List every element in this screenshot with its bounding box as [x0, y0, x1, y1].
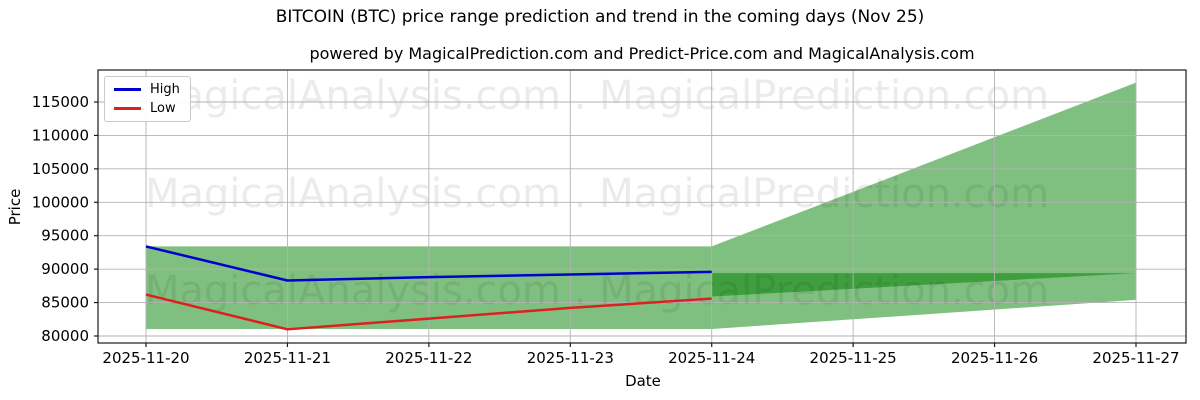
legend-label: High	[150, 82, 180, 97]
watermark-text: MagicalAnalysis.com . MagicalPrediction.…	[145, 171, 1049, 217]
x-tick-label: 2025-11-21	[244, 349, 331, 367]
y-tick-label: 95000	[41, 227, 89, 245]
y-tick-label: 85000	[41, 294, 89, 312]
low-line	[145, 293, 712, 331]
chart-subtitle: powered by MagicalPrediction.com and Pre…	[309, 44, 975, 63]
legend-label: Low	[150, 101, 176, 116]
watermark-text: MagicalAnalysis.com . MagicalPrediction.…	[145, 73, 1049, 119]
chart-legend: High Low	[104, 76, 191, 122]
x-tick-label: 2025-11-23	[527, 349, 614, 367]
legend-line-sample	[114, 107, 141, 110]
x-tick-label: 2025-11-20	[102, 349, 189, 367]
low-forecast-band	[711, 273, 1136, 329]
y-axis-label: Price	[6, 189, 24, 226]
high-forecast-band	[711, 82, 1136, 297]
x-tick-label: 2025-11-25	[810, 349, 897, 367]
legend-entry-low: Low	[114, 102, 180, 115]
chart-title: BITCOIN (BTC) price range prediction and…	[275, 7, 925, 27]
y-tick-label: 90000	[41, 260, 89, 278]
y-tick-label: 105000	[32, 160, 89, 178]
y-tick-label: 80000	[41, 327, 89, 345]
y-tick-label: 110000	[32, 126, 89, 144]
x-tick-label: 2025-11-26	[951, 349, 1038, 367]
x-axis-label: Date	[625, 372, 661, 390]
x-tick-label: 2025-11-22	[385, 349, 472, 367]
y-tick-label: 115000	[32, 93, 89, 111]
plot-border	[97, 69, 1187, 344]
x-tick-label: 2025-11-27	[1092, 349, 1179, 367]
legend-entry-high: High	[114, 83, 180, 96]
y-tick-label: 100000	[32, 193, 89, 211]
high-line	[145, 245, 712, 282]
x-tick-label: 2025-11-24	[668, 349, 755, 367]
legend-line-sample	[114, 88, 141, 91]
